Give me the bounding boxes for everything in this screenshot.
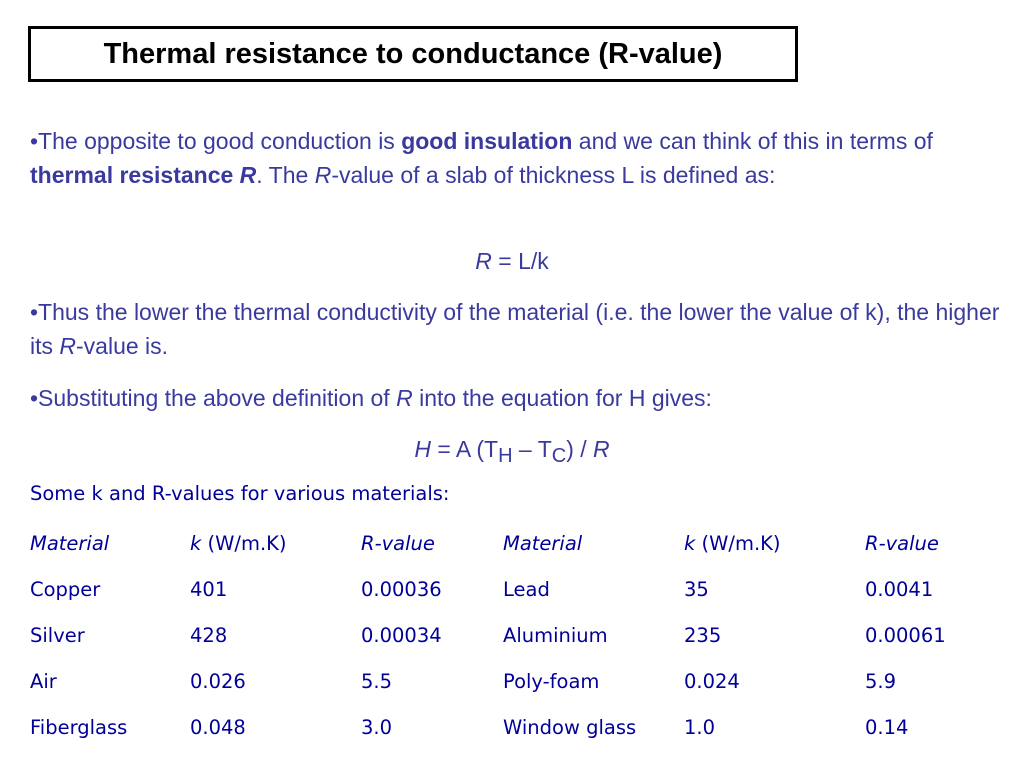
symbol-r: R — [475, 248, 492, 274]
cell: 0.026 — [190, 669, 246, 693]
equation-text: – T — [512, 436, 552, 462]
equation-text: = L/k — [491, 248, 549, 274]
text: . The — [256, 162, 315, 188]
cell: 0.0041 — [865, 577, 934, 601]
paragraph-conductivity: •Thus the lower the thermal conductivity… — [30, 295, 1000, 363]
cell: 0.00034 — [361, 623, 442, 647]
cell: 3.0 — [361, 715, 393, 739]
cell: 0.024 — [684, 669, 740, 693]
header-material: Material — [30, 531, 110, 555]
equation-text: = A (T — [430, 436, 499, 462]
symbol-r: R — [239, 162, 257, 188]
table-caption: Some k and R-values for various material… — [30, 482, 450, 505]
cell: 5.5 — [361, 669, 393, 693]
cell: Air — [30, 669, 57, 693]
cell: Fiberglass — [30, 715, 128, 739]
header-r-value: R-value — [865, 531, 939, 555]
text: into the equation for H gives: — [412, 385, 712, 411]
header-r-value: R-value — [361, 531, 435, 555]
text: •The opposite to good conduction is — [30, 128, 402, 154]
cell: 0.048 — [190, 715, 246, 739]
cell: Copper — [30, 577, 101, 601]
symbol-r: R — [314, 162, 332, 188]
text: -value of a slab of thickness L is defin… — [331, 162, 776, 188]
header-material: Material — [503, 531, 583, 555]
term-good-insulation: good insulation — [401, 128, 573, 154]
cell: 5.9 — [865, 669, 897, 693]
symbol-h: H — [414, 436, 431, 462]
symbol-r: R — [396, 385, 413, 411]
subscript-c: C — [551, 445, 567, 467]
cell: Window glass — [503, 715, 637, 739]
table-row: Copper 401 0.00036 Lead 35 0.0041 — [30, 566, 985, 612]
text: •Thus the lower the thermal conductivity… — [30, 299, 1000, 359]
header-k: k (W/m.K) — [190, 531, 287, 555]
cell: 401 — [190, 577, 228, 601]
cell: Silver — [30, 623, 85, 647]
text: and we can think of this in terms of — [572, 128, 933, 154]
table-row: Fiberglass 0.048 3.0 Window glass 1.0 0.… — [30, 704, 985, 750]
cell: 35 — [684, 577, 709, 601]
cell: 0.00061 — [865, 623, 946, 647]
text: •Substituting the above definition of — [30, 385, 397, 411]
cell: Lead — [503, 577, 550, 601]
symbol-r: R — [59, 333, 77, 359]
cell: Aluminium — [503, 623, 608, 647]
text: -value is. — [76, 333, 169, 359]
cell: Poly-foam — [503, 669, 600, 693]
term-thermal-resistance: thermal resistance — [30, 162, 240, 188]
header-k: k (W/m.K) — [684, 531, 781, 555]
paragraph-insulation: •The opposite to good conduction is good… — [30, 124, 1000, 192]
equation-r-value: R = L/k — [0, 244, 1024, 278]
cell: 428 — [190, 623, 228, 647]
table-row: Silver 428 0.00034 Aluminium 235 0.00061 — [30, 612, 985, 658]
subscript-h: H — [498, 445, 513, 467]
cell: 1.0 — [684, 715, 716, 739]
table-row: Air 0.026 5.5 Poly-foam 0.024 5.9 — [30, 658, 985, 704]
materials-table: Material k (W/m.K) R-value Material k (W… — [30, 520, 985, 750]
cell: 235 — [684, 623, 722, 647]
title-box: Thermal resistance to conductance (R-val… — [28, 26, 798, 82]
cell: 0.14 — [865, 715, 909, 739]
paragraph-substituting: •Substituting the above definition of R … — [30, 381, 1000, 415]
equation-heat-flow: H = A (TH – TC) / R — [0, 432, 1024, 473]
equation-text: ) / — [566, 436, 594, 462]
cell: 0.00036 — [361, 577, 442, 601]
table-header-row: Material k (W/m.K) R-value Material k (W… — [30, 520, 985, 566]
symbol-r: R — [593, 436, 610, 462]
slide-title: Thermal resistance to conductance (R-val… — [103, 37, 723, 70]
